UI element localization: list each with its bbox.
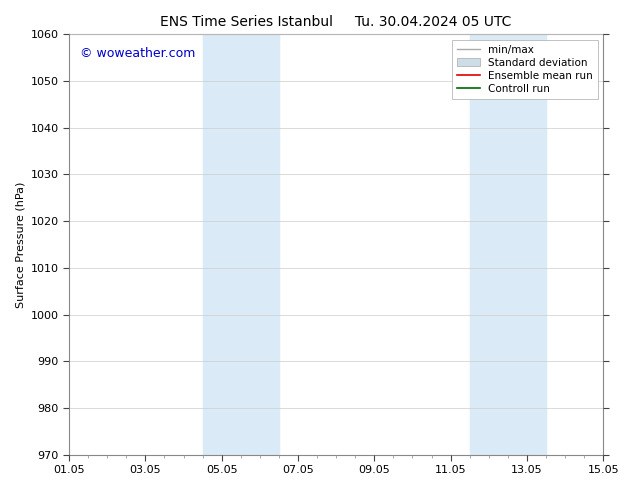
Bar (203, 34, 279, 455)
Bar (470, 34, 546, 455)
Legend: min/max, Standard deviation, Ensemble mean run, Controll run: min/max, Standard deviation, Ensemble me… (451, 40, 598, 99)
Y-axis label: Surface Pressure (hPa): Surface Pressure (hPa) (15, 181, 25, 308)
Title: ENS Time Series Istanbul     Tu. 30.04.2024 05 UTC: ENS Time Series Istanbul Tu. 30.04.2024 … (160, 15, 512, 29)
Text: © woweather.com: © woweather.com (80, 47, 195, 60)
